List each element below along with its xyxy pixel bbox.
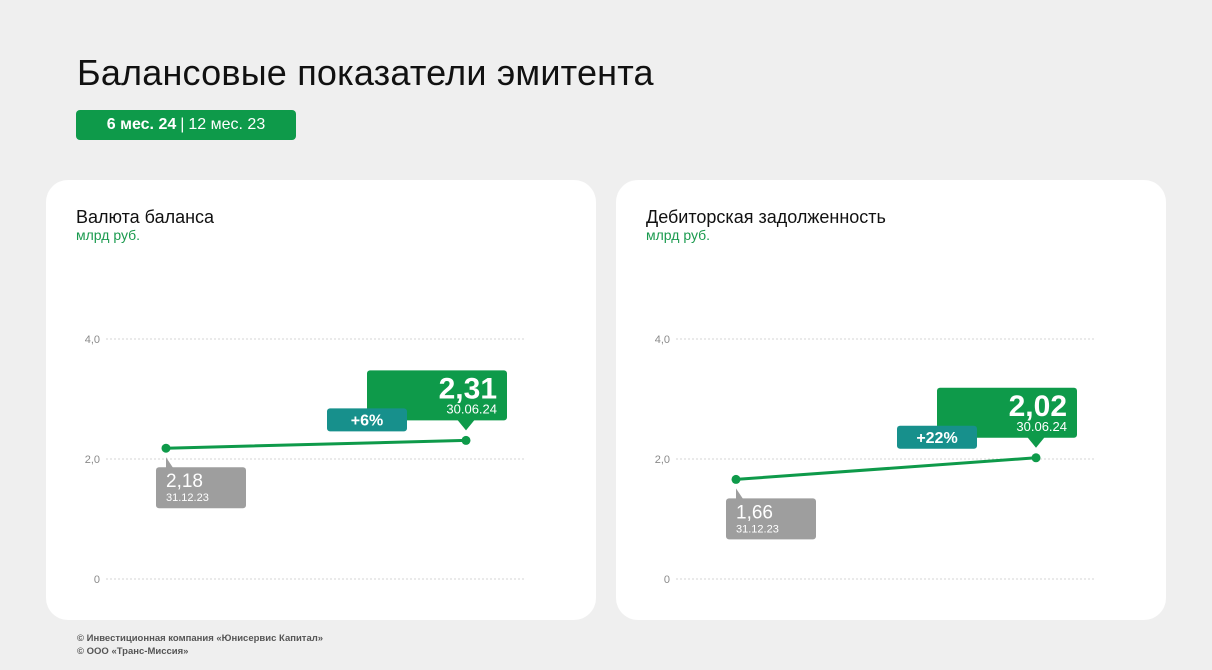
- data-label: 1,66: [736, 502, 773, 523]
- footer: © Инвестиционная компания «Юнисервис Кап…: [77, 632, 323, 658]
- series-line: [164, 438, 468, 450]
- data-point: [1031, 453, 1041, 463]
- y-tick-label: 4,0: [85, 334, 100, 346]
- chart-unit: млрд руб.: [76, 227, 141, 243]
- data-point: [731, 474, 741, 484]
- data-label: 2,18: [166, 471, 203, 492]
- x-date-label: 30.06.24: [446, 401, 497, 416]
- period-badge: 6 мес. 24 | 12 мес. 23: [76, 110, 296, 140]
- callout-end: [937, 387, 1077, 438]
- chart-card-receivables: Дебиторская задолженность млрд руб. 0 2,0…: [616, 180, 1166, 620]
- change-label: +22%: [916, 430, 957, 447]
- y-tick-label: 2,0: [655, 454, 670, 466]
- period-previous: 12 мес. 23: [188, 116, 266, 133]
- x-date-label: 31.12.23: [736, 523, 779, 535]
- period-current: 6 мес. 24: [106, 116, 177, 133]
- y-tick-label: 2,0: [85, 454, 100, 466]
- chart-title: Дебиторская задолженность: [646, 207, 886, 227]
- period-separator: |: [180, 116, 185, 133]
- data-point: [461, 435, 471, 445]
- y-tick-label: 0: [664, 574, 670, 586]
- chart-card-balance: Валюта баланса млрд руб. 0 2,0 4,0 2,18 31.1…: [46, 180, 596, 620]
- change-badge: [327, 408, 407, 432]
- x-date-label: 31.12.23: [166, 492, 209, 504]
- callout-pointer: [166, 457, 174, 470]
- x-date-label: 30.06.24: [1016, 419, 1067, 434]
- series-line: [734, 456, 1038, 481]
- footer-line: © Инвестиционная компания «Юнисервис Кап…: [77, 633, 324, 644]
- callout-pointer: [457, 419, 475, 431]
- footer-line: © ООО «Транс-Миссия»: [77, 646, 189, 657]
- chart-title: Валюта баланса: [76, 207, 215, 227]
- callout-pointer: [1027, 436, 1045, 448]
- callout-start: [726, 498, 816, 540]
- y-tick-label: 4,0: [655, 334, 670, 346]
- data-label: 2,02: [1009, 390, 1067, 423]
- y-tick-label: 0: [94, 574, 100, 586]
- callout-start: [156, 467, 246, 509]
- change-label: +6%: [351, 412, 383, 429]
- callout-end: [367, 370, 507, 421]
- callout-pointer: [736, 488, 744, 501]
- data-label: 2,31: [439, 372, 497, 405]
- page-title: Балансовые показатели эмитента: [77, 52, 654, 93]
- chart-unit: млрд руб.: [646, 227, 711, 243]
- change-badge: [897, 425, 977, 449]
- data-point: [161, 443, 171, 453]
